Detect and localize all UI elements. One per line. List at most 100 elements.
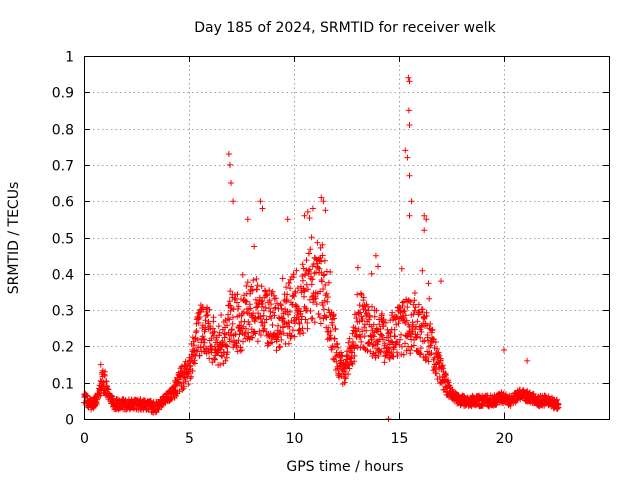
data-point [271, 295, 278, 302]
data-point [305, 267, 312, 274]
data-point [285, 340, 292, 347]
data-point [378, 310, 385, 317]
data-point [277, 328, 284, 335]
data-point [266, 297, 273, 304]
data-point [284, 291, 291, 298]
data-point [403, 317, 410, 324]
data-point [303, 257, 310, 264]
chart-title: Day 185 of 2024, SRMTID for receiver wel… [194, 20, 496, 36]
data-point [406, 172, 413, 179]
x-tick-label: 10 [286, 431, 304, 447]
data-point [307, 308, 314, 314]
data-point [272, 304, 279, 311]
data-point [312, 295, 319, 302]
x-tick-label: 5 [185, 431, 194, 447]
data-point [397, 336, 403, 343]
data-point [280, 315, 287, 322]
data-point [196, 352, 203, 359]
data-point [272, 295, 279, 302]
data-point [431, 344, 438, 351]
data-point [318, 258, 325, 265]
data-point [215, 323, 222, 330]
data-point [426, 295, 433, 302]
data-point [360, 294, 367, 301]
data-point [240, 308, 247, 315]
data-point [435, 349, 442, 356]
data-point [279, 275, 286, 282]
data-point [216, 329, 223, 336]
data-point [351, 352, 358, 359]
data-point [262, 304, 269, 311]
data-point [231, 291, 238, 298]
data-point [237, 344, 244, 351]
data-point [258, 283, 265, 290]
data-point [300, 277, 306, 284]
data-point [234, 299, 240, 306]
data-point [334, 341, 341, 348]
data-point [438, 278, 444, 285]
data-point [304, 325, 311, 332]
data-point [240, 338, 246, 345]
data-point [270, 309, 276, 316]
data-point [405, 74, 412, 81]
data-point [380, 336, 387, 343]
data-point [268, 315, 275, 322]
data-point [218, 352, 225, 359]
data-point [222, 357, 229, 364]
data-point [431, 354, 438, 361]
data-point [189, 368, 196, 374]
data-point [253, 276, 260, 282]
data-point [101, 371, 108, 378]
data-point [363, 327, 370, 334]
data-point [301, 287, 308, 294]
data-point [292, 303, 299, 310]
data-point [291, 333, 298, 340]
data-point [199, 325, 206, 331]
data-point [320, 198, 327, 205]
data-point [423, 216, 430, 223]
data-point [376, 321, 383, 328]
data-point [275, 322, 281, 329]
data-point [289, 327, 296, 334]
data-point [429, 326, 436, 333]
data-point [319, 241, 326, 248]
data-point [323, 314, 330, 321]
data-point [318, 194, 325, 201]
data-point [407, 350, 414, 357]
data-point [269, 322, 276, 328]
data-point [302, 316, 309, 323]
data-point [301, 212, 308, 219]
data-point [414, 318, 421, 325]
data-point [341, 379, 348, 386]
data-point [192, 329, 199, 336]
data-point [331, 315, 337, 322]
data-point [382, 319, 389, 326]
data-point [423, 355, 430, 362]
data-point [218, 312, 225, 318]
data-point [233, 340, 240, 347]
data-point [268, 301, 274, 308]
data-point [306, 250, 312, 257]
data-point [416, 351, 423, 358]
data-point [369, 303, 375, 310]
x-axis-ticks: 0 5 10 15 20 [80, 56, 513, 447]
data-point [250, 277, 257, 284]
data-point [284, 216, 291, 223]
data-point [345, 371, 352, 378]
data-point [354, 264, 361, 271]
data-point [335, 344, 341, 351]
data-point [385, 345, 392, 352]
data-point [432, 339, 439, 346]
data-point [193, 328, 200, 334]
data-point [97, 392, 104, 399]
data-point [172, 386, 179, 393]
y-tick-label: 0 [65, 413, 74, 429]
data-point [102, 368, 108, 375]
data-point [408, 198, 415, 205]
data-point [277, 344, 284, 350]
data-point [366, 340, 373, 347]
data-point [434, 345, 441, 352]
data-point [319, 302, 326, 309]
data-point [283, 284, 290, 291]
